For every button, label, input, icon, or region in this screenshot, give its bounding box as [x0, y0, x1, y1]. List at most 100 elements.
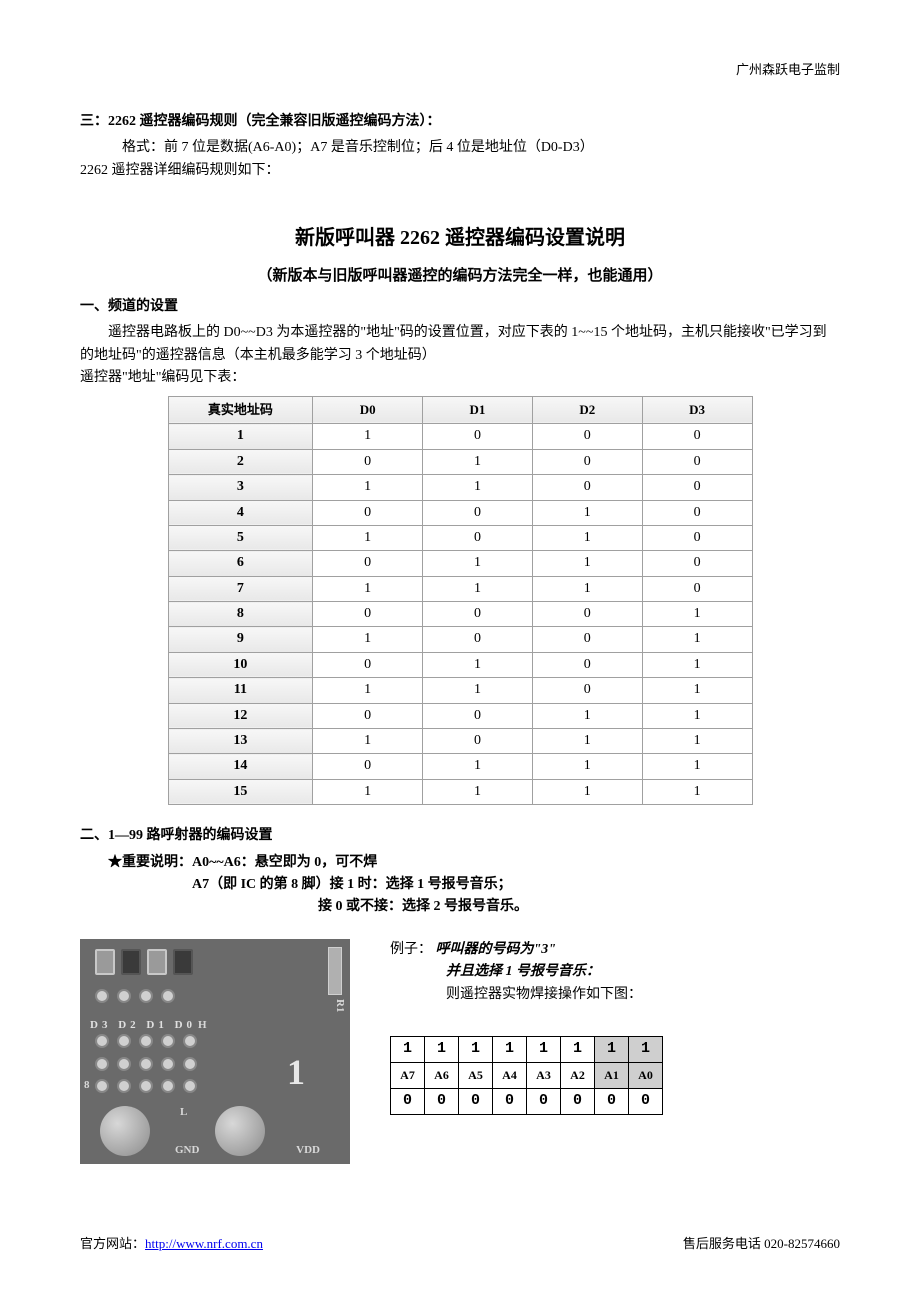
address-cell: 1 — [313, 678, 423, 703]
address-cell: 1 — [532, 703, 642, 728]
pcb-r1-label: R1 — [330, 999, 348, 1012]
encoding-cell: 0 — [629, 1088, 663, 1114]
address-cell: 1 — [532, 576, 642, 601]
address-table-header: D0 — [313, 396, 423, 424]
address-table-row: 111101 — [168, 678, 752, 703]
encoding-cell: A4 — [493, 1062, 527, 1088]
address-cell: 1 — [423, 754, 533, 779]
address-cell: 1 — [313, 424, 423, 449]
section2-heading: 二、1—99 路呼射器的编码设置 — [80, 825, 840, 847]
star-note-2: A7（即 IC 的第 8 脚）接 1 时：选择 1 号报号音乐； — [80, 874, 840, 896]
address-row-label: 7 — [168, 576, 313, 601]
address-cell: 0 — [642, 576, 752, 601]
address-cell: 1 — [423, 652, 533, 677]
address-cell: 0 — [642, 525, 752, 550]
encoding-cell: A5 — [459, 1062, 493, 1088]
address-cell: 1 — [642, 652, 752, 677]
address-table-row: 140111 — [168, 754, 752, 779]
encoding-cell: A2 — [561, 1062, 595, 1088]
example-line1: 呼叫器的号码为"3" — [436, 942, 557, 957]
address-cell: 1 — [532, 729, 642, 754]
phone-label: 售后服务电话 020-82574660 — [683, 1234, 840, 1255]
address-table-row: 80001 — [168, 602, 752, 627]
address-cell: 0 — [642, 551, 752, 576]
section1-para1: 遥控器电路板上的 D0~~D3 为本遥控器的"地址"码的设置位置，对应下表的 1… — [80, 322, 840, 367]
pcb-h-label: H — [198, 1017, 207, 1035]
star-note-3: 接 0 或不接：选择 2 号报号音乐。 — [80, 896, 840, 918]
address-table-row: 40010 — [168, 500, 752, 525]
address-cell: 0 — [642, 424, 752, 449]
main-title: 新版呼叫器 2262 遥控器编码设置说明 — [80, 222, 840, 254]
address-cell: 1 — [642, 627, 752, 652]
footer: 官方网站：http://www.nrf.com.cn 售后服务电话 020-82… — [80, 1234, 840, 1255]
address-cell: 0 — [532, 602, 642, 627]
encoding-cell: 0 — [425, 1088, 459, 1114]
address-cell: 0 — [423, 424, 533, 449]
address-cell: 0 — [423, 627, 533, 652]
address-row-label: 8 — [168, 602, 313, 627]
address-cell: 1 — [642, 779, 752, 804]
address-table-header-row: 真实地址码D0D1D2D3 — [168, 396, 752, 424]
address-cell: 1 — [313, 475, 423, 500]
encoding-cell: 1 — [629, 1036, 663, 1062]
section3-line1: 格式：前 7 位是数据(A6-A0)；A7 是音乐控制位；后 4 位是地址位（D… — [80, 137, 840, 159]
address-table-header: D1 — [423, 396, 533, 424]
address-row-label: 2 — [168, 449, 313, 474]
address-cell: 1 — [423, 779, 533, 804]
address-row-label: 11 — [168, 678, 313, 703]
section3-line2: 2262 遥控器详细编码规则如下： — [80, 160, 840, 182]
pcb-image: R1 D3 D2 D1 D0 H 8 1 L GND VDD — [80, 939, 350, 1164]
address-cell: 0 — [423, 602, 533, 627]
address-cell: 1 — [642, 602, 752, 627]
encoding-cell: 1 — [459, 1036, 493, 1062]
address-cell: 1 — [313, 525, 423, 550]
address-cell: 1 — [313, 627, 423, 652]
address-row-label: 10 — [168, 652, 313, 677]
encoding-cell: 0 — [595, 1088, 629, 1114]
example-line3: 则遥控器实物焊接操作如下图： — [390, 984, 840, 1006]
example-line2: 并且选择 1 号报号音乐： — [390, 961, 840, 983]
address-cell: 0 — [532, 627, 642, 652]
encoding-cell: 1 — [425, 1036, 459, 1062]
pcb-d-labels: D3 D2 D1 D0 — [90, 1017, 196, 1035]
address-cell: 0 — [532, 424, 642, 449]
address-cell: 0 — [642, 449, 752, 474]
pcb-vdd-label: VDD — [296, 1142, 320, 1160]
address-row-label: 1 — [168, 424, 313, 449]
address-cell: 1 — [642, 678, 752, 703]
encoding-cell: 1 — [595, 1036, 629, 1062]
encoding-cell: 0 — [527, 1088, 561, 1114]
encoding-cell: A0 — [629, 1062, 663, 1088]
address-table-row: 131011 — [168, 729, 752, 754]
pcb-big-1: 1 — [287, 1044, 305, 1102]
address-cell: 1 — [423, 449, 533, 474]
address-table-row: 60110 — [168, 551, 752, 576]
address-cell: 1 — [313, 576, 423, 601]
website-link[interactable]: http://www.nrf.com.cn — [145, 1236, 263, 1251]
address-table-row: 31100 — [168, 475, 752, 500]
address-cell: 1 — [642, 754, 752, 779]
example-prefix: 例子： — [390, 942, 432, 957]
address-cell: 1 — [642, 729, 752, 754]
address-cell: 0 — [313, 551, 423, 576]
address-cell: 0 — [313, 703, 423, 728]
section1-para2: 遥控器"地址"编码见下表： — [80, 367, 840, 389]
address-row-label: 14 — [168, 754, 313, 779]
address-cell: 0 — [313, 500, 423, 525]
address-cell: 0 — [642, 500, 752, 525]
section3-heading: 三：2262 遥控器编码规则（完全兼容旧版遥控编码方法）： — [80, 111, 840, 133]
address-cell: 1 — [313, 729, 423, 754]
address-row-label: 15 — [168, 779, 313, 804]
company-header: 广州森跃电子监制 — [80, 60, 840, 81]
encoding-cell: 0 — [459, 1088, 493, 1114]
address-cell: 0 — [313, 652, 423, 677]
website-label: 官方网站： — [80, 1236, 145, 1251]
address-table-header: D2 — [532, 396, 642, 424]
address-cell: 0 — [423, 525, 533, 550]
encoding-cell: A7 — [391, 1062, 425, 1088]
encoding-cell: 0 — [493, 1088, 527, 1114]
address-cell: 1 — [423, 576, 533, 601]
address-table-row: 100101 — [168, 652, 752, 677]
encoding-cell: A3 — [527, 1062, 561, 1088]
address-cell: 0 — [532, 678, 642, 703]
